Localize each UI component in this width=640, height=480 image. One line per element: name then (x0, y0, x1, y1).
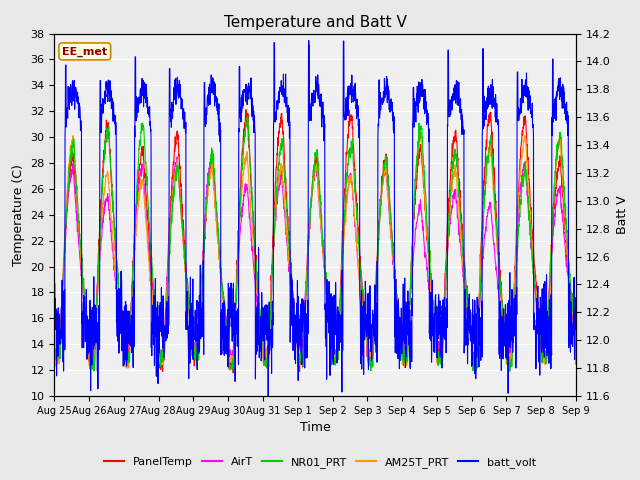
X-axis label: Time: Time (300, 421, 331, 434)
Y-axis label: Temperature (C): Temperature (C) (12, 164, 25, 266)
Legend: PanelTemp, AirT, NR01_PRT, AM25T_PRT, batt_volt: PanelTemp, AirT, NR01_PRT, AM25T_PRT, ba… (100, 452, 540, 472)
Title: Temperature and Batt V: Temperature and Batt V (224, 15, 406, 30)
Text: EE_met: EE_met (62, 46, 108, 57)
Y-axis label: Batt V: Batt V (616, 195, 629, 234)
